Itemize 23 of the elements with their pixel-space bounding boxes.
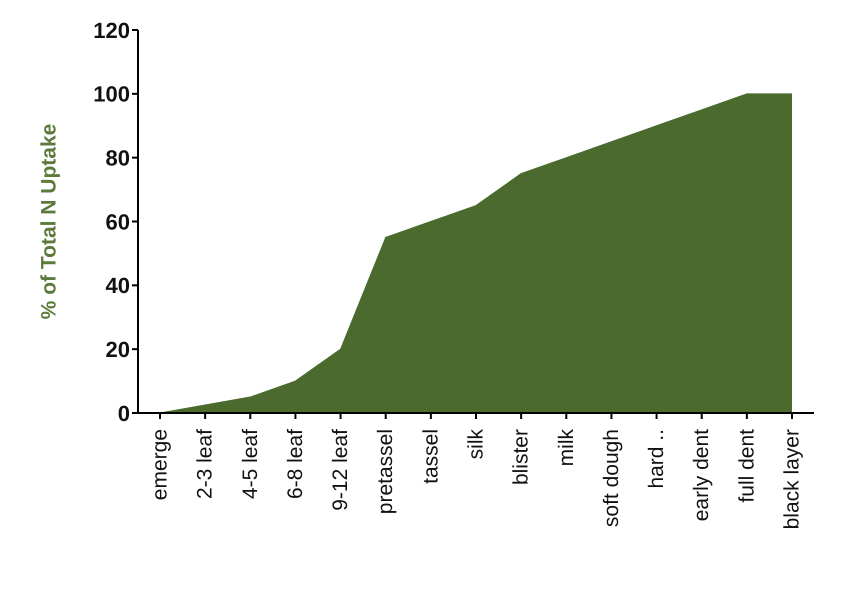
y-tick-label: 80: [106, 145, 130, 170]
x-tick-label: 6-8 leaf: [284, 428, 307, 500]
x-tick-label: emerge: [148, 429, 172, 500]
y-tick-label: 60: [106, 209, 130, 234]
y-tick-label: 20: [106, 336, 130, 362]
x-tick-label: 4-5 leaf: [238, 428, 262, 500]
x-tick-label: black layer: [780, 429, 804, 530]
x-tick-label: pretassel: [374, 429, 398, 514]
y-tick-label: 120: [93, 18, 130, 43]
y-tick-label: 100: [93, 82, 130, 107]
x-tick-label: early dent: [690, 428, 714, 522]
x-tick-label: hard ..: [645, 429, 668, 489]
x-tick-label: 9-12 leaf: [329, 428, 352, 511]
y-tick-label: 40: [106, 273, 130, 298]
x-tick-label: full dent: [735, 428, 758, 503]
y-tick-label: 0: [118, 400, 130, 426]
x-tick-label: blister: [510, 429, 533, 486]
x-tick-label: 2-3 leaf: [194, 428, 217, 500]
y-axis-title: % of Total N Uptake: [37, 124, 60, 320]
x-tick-label: tassel: [419, 429, 442, 484]
x-tick-label: soft dough: [600, 429, 623, 528]
x-tick-label: milk: [554, 428, 578, 466]
x-tick-label: silk: [464, 428, 488, 460]
